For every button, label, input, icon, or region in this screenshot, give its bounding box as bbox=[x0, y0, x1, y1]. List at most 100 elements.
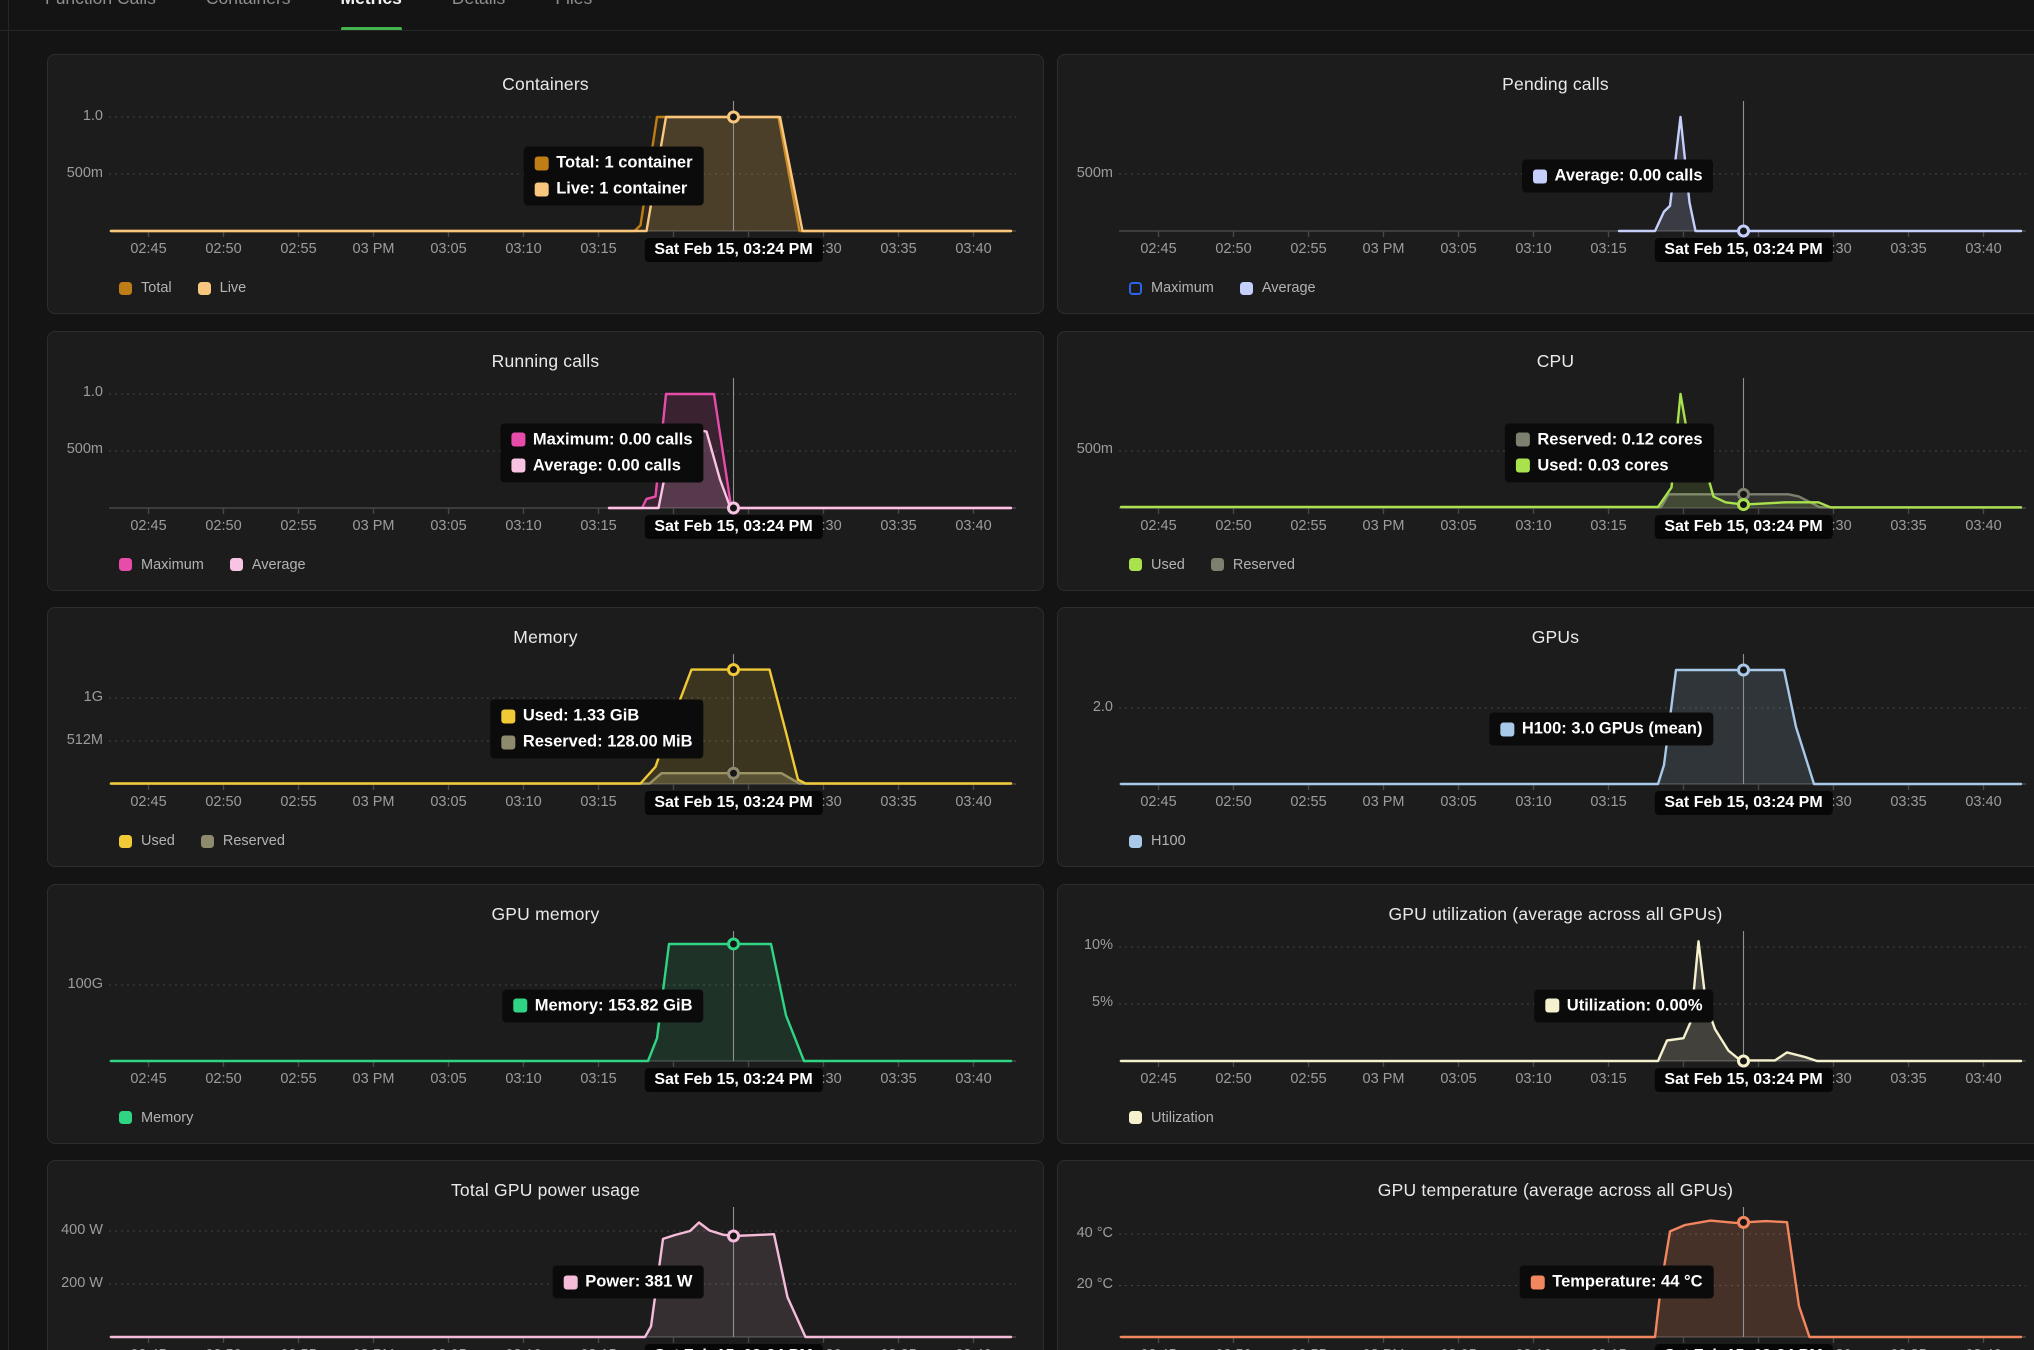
x-axis-label: 02:55 bbox=[280, 241, 317, 257]
legend-item-reserved[interactable]: Reserved bbox=[200, 833, 285, 849]
crosshair-time-tooltip: Sat Feb 15, 03:24 PM bbox=[1654, 1344, 1833, 1350]
chart-title: GPU utilization (average across all GPUs… bbox=[1388, 903, 1723, 924]
legend-swatch-icon bbox=[1239, 281, 1253, 295]
tab-containers[interactable]: Containers bbox=[206, 0, 291, 10]
tooltip-row: Utilization: 0.00% bbox=[1544, 996, 1703, 1015]
crosshair-time-tooltip: Sat Feb 15, 03:24 PM bbox=[1654, 238, 1833, 262]
chart-title: Containers bbox=[502, 74, 589, 94]
legend-swatch-icon bbox=[119, 834, 132, 848]
tooltip-text: Temperature: 44 °C bbox=[1552, 1272, 1703, 1291]
legend-swatch-icon bbox=[229, 558, 243, 571]
tooltip-text: Average: 0.00 calls bbox=[532, 456, 681, 474]
series-line-memory bbox=[109, 942, 1013, 1062]
chart-plot[interactable] bbox=[1058, 1161, 2034, 1350]
x-axis-label: 03:15 bbox=[1590, 794, 1627, 810]
chart-legend: H100 bbox=[1129, 833, 1186, 849]
x-axis-label: 03:35 bbox=[880, 794, 917, 810]
tooltip-text: Average: 0.00 calls bbox=[1554, 166, 1703, 185]
chart-title: GPUs bbox=[1531, 627, 1580, 647]
x-axis-label: 03:40 bbox=[1965, 1070, 2002, 1087]
tooltip-row: Maximum: 0.00 calls bbox=[510, 430, 693, 449]
x-axis-label: 03:10 bbox=[1515, 794, 1552, 810]
tooltip-text: Reserved: 128.00 MiB bbox=[522, 732, 693, 751]
hover-tooltip: Maximum: 0.00 calls Average: 0.00 calls bbox=[499, 423, 704, 482]
y-axis-label: 1G bbox=[83, 688, 103, 705]
x-axis-label: 03:15 bbox=[567, 1347, 631, 1350]
series-swatch-icon bbox=[1499, 722, 1514, 736]
x-axis-label: 03 PM bbox=[1362, 517, 1405, 534]
legend-item-live[interactable]: Live bbox=[197, 280, 246, 296]
legend-item-maximum[interactable]: Maximum bbox=[1129, 280, 1214, 296]
tab-function-calls[interactable]: Function Calls bbox=[45, 0, 156, 10]
tooltip-text: Maximum: 0.00 calls bbox=[532, 430, 693, 448]
x-axis-label: 03 PM bbox=[352, 241, 395, 257]
tab-files[interactable]: Files bbox=[555, 0, 592, 10]
y-axis-label: 400 W bbox=[61, 1221, 103, 1238]
x-axis-label: 03:35 bbox=[880, 1070, 917, 1087]
chart-legend: Used Reserved bbox=[119, 833, 285, 849]
x-axis-label: 03 PM bbox=[342, 1347, 406, 1350]
chart-title: Memory bbox=[513, 627, 578, 647]
chart-card-gpu-utilization: GPU utilization (average across all GPUs… bbox=[1057, 883, 2034, 1145]
x-axis-label: 03:35 bbox=[867, 1347, 931, 1350]
x-axis-label: 03:35 bbox=[1890, 794, 1927, 810]
chart-card-gpus: GPUs 2.0 02:45 02:50 02:55 03 PM 03:05 03:10 03:… bbox=[1057, 607, 2034, 867]
y-axis-label: 512M bbox=[66, 731, 103, 748]
legend-item-h100[interactable]: H100 bbox=[1129, 833, 1186, 849]
chart-legend: Used Reserved bbox=[1129, 557, 1295, 573]
x-axis-label: 02:55 bbox=[1290, 1070, 1327, 1087]
y-axis-label: 1.0 bbox=[82, 107, 103, 124]
chart-title: CPU bbox=[1536, 350, 1575, 371]
legend-label: Utilization bbox=[1151, 1109, 1214, 1126]
legend-swatch-icon bbox=[1129, 1111, 1142, 1124]
series-swatch-icon bbox=[563, 1275, 578, 1289]
x-axis-label: 03 PM bbox=[1362, 241, 1405, 257]
legend-item-memory[interactable]: Memory bbox=[119, 1110, 193, 1126]
chart-plot[interactable] bbox=[1058, 608, 2034, 868]
x-axis-label: 03 PM bbox=[1352, 1347, 1416, 1350]
series-swatch-icon bbox=[1530, 1275, 1545, 1289]
series-swatch-icon bbox=[500, 709, 515, 723]
hover-tooltip: Memory: 153.82 GiB bbox=[501, 989, 704, 1022]
series-swatch-icon bbox=[1515, 432, 1530, 447]
legend-item-total[interactable]: Total bbox=[119, 280, 172, 296]
legend-item-used[interactable]: Used bbox=[1129, 557, 1185, 573]
legend-item-maximum[interactable]: Maximum bbox=[119, 557, 204, 573]
chart-card-memory: Memory 1G 512M 02:45 02:50 02:55 03 PM 03:05 03:… bbox=[47, 607, 1044, 867]
x-axis-label: 03:15 bbox=[580, 794, 617, 810]
legend-item-utilization[interactable]: Utilization bbox=[1129, 1110, 1214, 1126]
tooltip-text: Live: 1 container bbox=[556, 179, 688, 198]
tooltip-text: Total: 1 container bbox=[556, 153, 693, 172]
series-fill-total bbox=[111, 117, 1011, 231]
tab-metrics[interactable]: Metrics bbox=[340, 0, 403, 31]
chart-plot[interactable] bbox=[1058, 885, 2034, 1145]
x-axis-label: 03:40 bbox=[1965, 241, 2002, 257]
chart-plot[interactable] bbox=[1058, 55, 2034, 315]
chart-plot[interactable] bbox=[48, 1161, 1045, 1350]
chart-plot[interactable] bbox=[48, 608, 1045, 868]
x-axis-label: 03:40 bbox=[1952, 1347, 2016, 1350]
tooltip-row: Live: 1 container bbox=[534, 180, 692, 199]
x-axis-label: 03:05 bbox=[430, 794, 467, 810]
legend-item-used[interactable]: Used bbox=[119, 833, 175, 849]
chart-plot[interactable] bbox=[48, 55, 1045, 315]
y-axis-label: 40 °C bbox=[1076, 1224, 1113, 1241]
x-axis-label: 03:35 bbox=[1890, 1070, 1927, 1087]
chart-title: Running calls bbox=[491, 350, 600, 371]
legend-item-reserved[interactable]: Reserved bbox=[1210, 557, 1295, 573]
legend-item-average[interactable]: Average bbox=[1239, 280, 1316, 296]
tab-details[interactable]: Details bbox=[452, 0, 506, 10]
chart-plot[interactable] bbox=[48, 885, 1045, 1145]
legend-label: Used bbox=[1151, 556, 1185, 573]
legend-item-average[interactable]: Average bbox=[229, 557, 306, 573]
tooltip-text: Memory: 153.82 GiB bbox=[534, 996, 693, 1014]
series-line-live bbox=[109, 115, 1013, 233]
x-axis-label: 02:50 bbox=[205, 794, 242, 810]
series-fill-used bbox=[111, 669, 1011, 784]
chart-legend: Memory bbox=[119, 1110, 193, 1126]
series-swatch-icon bbox=[1515, 458, 1530, 473]
legend-swatch-icon bbox=[1210, 558, 1224, 571]
chart-legend: Total Live bbox=[119, 280, 246, 296]
x-axis-label: 02:50 bbox=[1202, 1347, 1266, 1350]
chart-title: GPU memory bbox=[491, 903, 600, 924]
